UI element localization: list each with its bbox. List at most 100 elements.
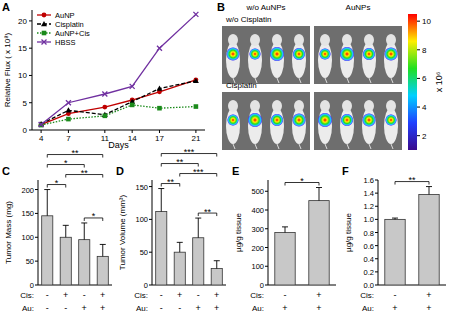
y-axis: [32, 10, 33, 130]
y-tick: [35, 189, 38, 190]
data-point: [130, 84, 135, 89]
series-line: [41, 81, 196, 124]
y-tick-label: 0: [144, 281, 148, 290]
y-tick-label: 500: [251, 187, 264, 196]
y-tick-label: 1.2: [364, 202, 374, 211]
signal: [293, 48, 306, 61]
significance-label: *: [92, 211, 96, 221]
mouse-head: [228, 100, 238, 112]
error-bar: [392, 218, 398, 219]
y-tick: [375, 193, 378, 194]
y-tick-label: 1.0: [364, 215, 374, 224]
error-bar: [316, 188, 322, 201]
mouse-tail: [391, 78, 393, 83]
mouse-head: [320, 34, 330, 46]
mouse-head: [272, 100, 282, 112]
y-tick: [29, 102, 32, 103]
row-label: Cisplatin: [226, 81, 257, 90]
panel-letter: E: [232, 165, 239, 177]
category-label: +: [316, 303, 321, 313]
bar: [79, 240, 90, 285]
mouse-head: [250, 100, 260, 112]
x-tick-label: 4: [39, 134, 44, 143]
column-label: w/o AuNPs: [245, 3, 285, 12]
mouse-head: [364, 100, 374, 112]
y-tick-label: 0: [260, 281, 264, 290]
error-bar: [214, 261, 220, 269]
mouse-body: [270, 108, 284, 144]
data-point: [193, 78, 199, 83]
mouse-tail: [347, 78, 349, 83]
mouse-tail: [277, 144, 279, 149]
marker: [42, 13, 47, 18]
mouse-body: [384, 42, 398, 78]
x-axis: [32, 130, 205, 131]
category-label: -: [83, 290, 86, 300]
y-tick: [29, 48, 32, 49]
photo: [222, 26, 310, 84]
signal: [292, 113, 306, 127]
category-label: +: [82, 303, 87, 313]
category-label: -: [284, 290, 287, 300]
mouse-body: [340, 108, 354, 144]
y-tick-label: 10: [18, 71, 27, 80]
error-bar: [177, 242, 183, 252]
plot-area: [385, 187, 439, 285]
data-point: [157, 106, 162, 111]
category-label: +: [316, 290, 321, 300]
data-point: [130, 103, 135, 108]
y-axis-label: µg/g tissue: [234, 213, 243, 252]
category-label: -: [160, 303, 163, 313]
y-tick-label: 0.0: [364, 281, 374, 290]
mouse-head: [228, 34, 238, 46]
x-tick: [132, 130, 133, 133]
category-label: +: [63, 290, 68, 300]
x-tick-label: 17: [155, 134, 164, 143]
y-tick-label: 0.6: [364, 242, 374, 251]
mouse-body: [292, 108, 306, 144]
mouse-body: [362, 42, 376, 78]
bar: [193, 238, 204, 285]
bar: [419, 194, 439, 285]
y-tick: [265, 266, 268, 267]
mouse-tail: [325, 78, 327, 83]
mouse-body: [292, 42, 306, 78]
y-tick: [375, 219, 378, 220]
category-label: -: [178, 303, 181, 313]
y-tick-label: 1.6: [364, 176, 374, 185]
mouse-body: [384, 108, 398, 144]
y-tick-label: 100: [135, 215, 148, 224]
mouse-head: [272, 34, 282, 46]
color-bar-tick-label: 10: [422, 17, 431, 26]
data-point: [39, 122, 44, 127]
data-point: [102, 92, 107, 97]
mouse-tail: [299, 144, 301, 149]
y-tick: [29, 20, 32, 21]
category-label: -: [197, 290, 200, 300]
significance-label: *: [64, 158, 68, 168]
y-tick-label: 20: [18, 17, 27, 26]
y-tick: [29, 75, 32, 76]
y-tick-label: 50: [140, 248, 148, 257]
mouse-tail: [369, 144, 371, 149]
y-tick: [149, 219, 152, 220]
significance-label: *: [300, 176, 304, 186]
category-row-label: Au:: [362, 304, 374, 313]
x-tick: [41, 130, 42, 133]
y-tick: [375, 258, 378, 259]
y-tick-label: 5: [23, 99, 28, 108]
data-point: [194, 104, 199, 109]
category-row-label: Cis:: [134, 291, 148, 300]
marker: [42, 31, 47, 36]
y-axis: [152, 180, 153, 285]
bar: [174, 252, 185, 285]
y-tick: [29, 130, 32, 131]
significance-label: ***: [193, 167, 204, 177]
category-label: -: [46, 303, 49, 313]
legend-label: AuNP: [55, 11, 75, 20]
mouse-body: [226, 108, 240, 144]
y-tick: [265, 285, 268, 286]
mouse-tail: [325, 144, 327, 149]
color-bar-tick-label: 2: [422, 132, 427, 141]
color-bar-tick-label: 4: [422, 103, 427, 112]
